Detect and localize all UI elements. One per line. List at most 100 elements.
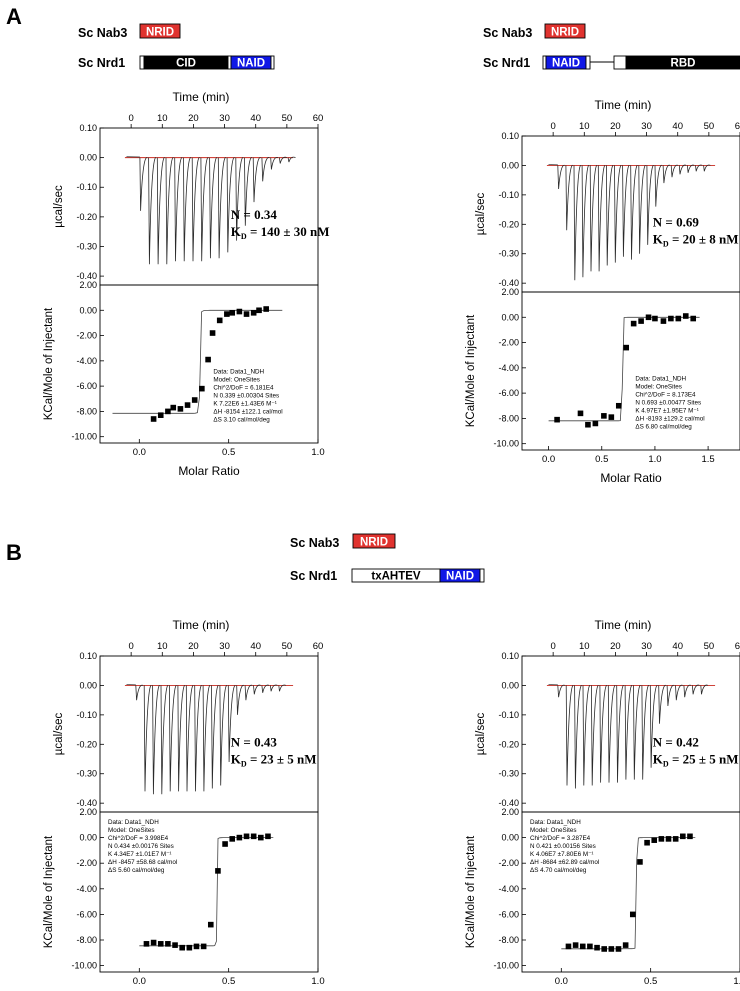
injection-peak (165, 157, 174, 265)
injection-peak (235, 157, 244, 241)
y-axis-label: KCal/Mole of Injectant (43, 835, 55, 948)
x-axis-label: Molar Ratio (178, 464, 240, 478)
y-tick-label: -4.00 (498, 363, 519, 373)
injection-peak (139, 157, 148, 211)
y-tick-label: -0.30 (498, 249, 519, 259)
domain-segment (542, 55, 547, 70)
injection-peak (252, 157, 261, 203)
nrd1-label: Sc Nrd1 (78, 56, 125, 70)
data-point (592, 420, 599, 427)
data-point (644, 839, 650, 846)
fit-info-line: ΔH -8684 ±62.89 cal/mol (530, 859, 599, 866)
injection-peak (148, 157, 157, 265)
y-tick-label: -0.40 (76, 271, 97, 281)
y-tick-label: -0.20 (498, 739, 519, 749)
injection-peak (638, 164, 647, 254)
y-axis-label: KCal/Mole of Injectant (43, 307, 55, 420)
injection-peak (191, 157, 200, 262)
data-point (157, 941, 164, 947)
domain-label: NRID (360, 537, 388, 549)
domain-segment (613, 55, 627, 70)
fit-info-line: Data: Data1_NDH (530, 819, 581, 826)
fit-info-line: ΔS 4.70 cal/mol/deg (530, 867, 587, 874)
domain-label: CID (176, 58, 196, 70)
data-point (630, 320, 637, 327)
injection-peak (200, 157, 209, 262)
domain-nrid (352, 533, 396, 549)
injection-peak (641, 684, 650, 780)
data-point (157, 412, 164, 418)
domain-label: RBD (671, 58, 696, 70)
fit-curve (548, 316, 700, 422)
construct-a-left: Sc Nab3 NRID Sc Nrd1 CID NAID (78, 23, 275, 70)
data-point (207, 921, 214, 928)
data-point (165, 408, 171, 415)
data-point (587, 943, 593, 950)
fit-info-line: Chi^2/DoF = 8.173E4 (635, 391, 696, 398)
injection-peak (581, 164, 590, 278)
fit-info-line: Chi^2/DoF = 3.287E4 (530, 835, 591, 842)
data-point (236, 308, 243, 315)
domain-label: txAHTEV (371, 571, 421, 583)
time-tick-label: 30 (641, 641, 652, 652)
fit-info-line: ΔH -8154 ±122.1 cal/mol (213, 408, 282, 415)
injection-peak (135, 684, 144, 701)
injection-peak (658, 685, 667, 724)
n-annotation: N = 0.43 (231, 734, 278, 749)
time-tick-label: 20 (610, 641, 621, 652)
time-tick-label: 50 (704, 121, 715, 132)
x-tick-label: 0.0 (133, 976, 146, 987)
data-point (687, 833, 693, 840)
y-tick-label: -2.00 (76, 331, 97, 341)
fit-info-line: ΔS 5.60 cal/mol/deg (108, 867, 165, 874)
fit-info-line: K 7.22E6 ±1.43E6 M⁻¹ (213, 400, 276, 407)
data-point (150, 416, 157, 422)
y-tick-label: -2.00 (498, 338, 519, 348)
y-tick-label: -6.00 (76, 381, 97, 391)
time-tick-label: 0 (550, 121, 555, 132)
injection-peak (557, 164, 565, 190)
y-tick-label: -6.00 (498, 388, 519, 398)
data-point (585, 421, 591, 428)
time-tick-label: 40 (672, 121, 683, 132)
y-tick-label: -6.00 (76, 909, 97, 919)
fit-info-line: Chi^2/DoF = 3.998E4 (108, 835, 169, 842)
injection-peak (279, 156, 287, 164)
data-point (572, 942, 579, 948)
top-plot-frame (99, 127, 319, 286)
time-tick-label: 50 (282, 641, 293, 652)
fit-info-line: Data: Data1_NDH (108, 819, 159, 826)
domain-segment (139, 55, 145, 70)
data-point (638, 318, 644, 324)
y-tick-label: -0.40 (498, 278, 519, 288)
injection-peak (217, 157, 227, 259)
y-tick-label: -0.20 (76, 212, 97, 222)
y-tick-label: -0.10 (498, 190, 519, 200)
injection-peak (616, 684, 625, 783)
injection-peak (670, 164, 679, 178)
injection-peak (270, 684, 278, 692)
time-tick-label: 60 (313, 113, 324, 124)
bottom-plot-frame (99, 284, 319, 444)
data-point (579, 943, 586, 950)
injection-peak (666, 684, 675, 707)
y-tick-label: 2.00 (501, 807, 519, 817)
time-tick-label: 30 (641, 121, 652, 132)
y-tick-label: -2.00 (498, 858, 519, 868)
injection-peak (649, 684, 658, 768)
injection-peak (591, 684, 599, 786)
n-annotation: N = 0.34 (231, 207, 278, 222)
domain-label: NRID (146, 27, 174, 39)
x-tick-label: 1.5 (701, 454, 714, 465)
y-tick-label: 0.10 (79, 123, 97, 133)
itc-chart-b-right: 0 10 20 30 40 50 60 Time (min) 0.10 0.00 -0.10 -0.2… (465, 618, 740, 987)
time-axis-title: Time (min) (595, 618, 652, 632)
nrd1-label: Sc Nrd1 (290, 569, 337, 583)
fit-info-line: Data: Data1_NDH (213, 368, 264, 375)
y-tick-label: -8.00 (76, 935, 97, 945)
injection-peak (226, 157, 235, 253)
bottom-plot-frame (521, 811, 740, 973)
x-axis-label: Molar Ratio (600, 471, 662, 485)
data-point (675, 315, 682, 322)
domain-label: NAID (552, 58, 580, 70)
